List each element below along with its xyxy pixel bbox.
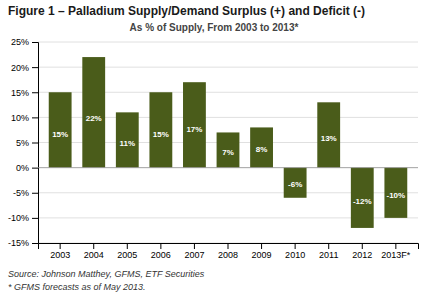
- data-label: 13%: [321, 134, 337, 143]
- x-tick: 2003: [50, 243, 70, 260]
- y-tick: -10%: [8, 213, 38, 223]
- y-tick-label: 25%: [11, 37, 29, 47]
- x-tick-mark: [60, 243, 61, 249]
- y-tick: 10%: [11, 113, 38, 123]
- data-label: 17%: [186, 125, 202, 134]
- data-label: 7%: [222, 148, 234, 157]
- x-tick-label: 2007: [184, 250, 204, 260]
- subtitle: As % of Supply, From 2003 to 2013*: [130, 22, 299, 33]
- y-tick-label: -5%: [13, 188, 29, 198]
- chart: Figure 1 – Palladium Supply/Demand Surpl…: [0, 0, 428, 297]
- y-tick-mark: [32, 193, 38, 194]
- x-tick: 2013F*: [381, 243, 411, 260]
- y-tick-mark: [32, 92, 38, 93]
- x-tick-mark: [328, 243, 329, 249]
- x-tick-label: 2009: [252, 250, 272, 260]
- x-tick-mark: [261, 243, 262, 249]
- x-tick-mark: [93, 243, 94, 249]
- annotation: Source: Johnson Matthey, GFMS, ETF Secur…: [8, 269, 205, 279]
- y-tick-mark: [32, 143, 38, 144]
- data-label: 15%: [52, 130, 68, 139]
- data-label: 22%: [86, 114, 102, 123]
- y-tick: 15%: [11, 88, 38, 98]
- x-tick-label: 2013F*: [381, 250, 411, 260]
- data-label: 15%: [153, 130, 169, 139]
- y-tick-label: 0%: [16, 163, 29, 173]
- x-tick-label: 2004: [84, 250, 104, 260]
- x-tick: 2006: [151, 243, 171, 260]
- x-tick-label: 2011: [319, 250, 338, 260]
- x-tick-mark: [160, 243, 161, 249]
- x-tick-label: 2005: [117, 250, 137, 260]
- y-tick-label: 10%: [11, 113, 29, 123]
- y-tick: 0%: [16, 163, 38, 173]
- bar: [49, 92, 72, 167]
- data-label: -10%: [387, 191, 406, 200]
- bar: [82, 57, 105, 168]
- x-tick-label: 2003: [50, 250, 70, 260]
- annotation: * GFMS forecasts as of May 2013.: [8, 282, 146, 292]
- y-tick-mark: [32, 243, 38, 244]
- x-tick-mark: [295, 243, 296, 249]
- y-tick-label: -10%: [8, 213, 29, 223]
- bar: [317, 102, 340, 167]
- title: Figure 1 – Palladium Supply/Demand Surpl…: [8, 4, 365, 18]
- y-tick-label: -15%: [8, 238, 29, 248]
- y-tick-mark: [32, 218, 38, 219]
- y-tick: 20%: [11, 63, 38, 73]
- y-tick-mark: [32, 117, 38, 118]
- x-tick-mark: [127, 243, 128, 249]
- bar: [250, 127, 273, 167]
- y-tick-mark: [32, 42, 38, 43]
- zero-line: [38, 167, 418, 168]
- data-label: -12%: [353, 197, 372, 206]
- x-tick: 2005: [117, 243, 137, 260]
- x-tick-mark: [194, 243, 195, 249]
- x-tick-mark: [228, 243, 229, 249]
- y-tick-label: 20%: [11, 63, 29, 73]
- x-tick-label: 2012: [352, 250, 372, 260]
- x-tick-mark: [362, 243, 363, 249]
- grid: [38, 42, 418, 243]
- x-tick: 2008: [218, 243, 238, 260]
- data-labels: 15% 22% 11% 15% 17% 7% 8% -6% 13% -12% -10%: [52, 114, 405, 206]
- bar: [149, 92, 172, 167]
- x-tick-mark: [395, 243, 396, 249]
- x-tick: 2010: [285, 243, 305, 260]
- bar: [217, 132, 240, 167]
- y-tick-mark: [32, 168, 38, 169]
- bar: [116, 112, 139, 167]
- y-axis: -15% -10% -5% 0% 5% 10% 15% 20% 25%: [8, 37, 39, 248]
- data-label: 11%: [120, 139, 136, 148]
- data-label: -6%: [288, 180, 302, 189]
- x-tick-label: 2006: [151, 250, 171, 260]
- bars: [49, 57, 408, 228]
- grid-line: [38, 167, 418, 168]
- y-tick-label: 5%: [16, 138, 29, 148]
- x-tick: 2009: [252, 243, 272, 260]
- y-tick-mark: [32, 67, 38, 68]
- data-label: 8%: [256, 145, 268, 154]
- grid-line: [38, 42, 418, 43]
- y-axis-line: [32, 43, 39, 244]
- annotations: Source: Johnson Matthey, GFMS, ETF Secur…: [8, 269, 205, 292]
- y-tick-label: 15%: [11, 88, 29, 98]
- y-tick: 5%: [16, 138, 38, 148]
- x-tick: 2007: [184, 243, 204, 260]
- y-tick: -5%: [13, 188, 38, 198]
- x-tick: 2004: [84, 243, 104, 260]
- bar: [351, 168, 374, 228]
- bar: [284, 168, 307, 198]
- x-tick: 2011: [319, 243, 338, 260]
- x-tick-label: 2008: [218, 250, 238, 260]
- x-axis-line: [39, 244, 419, 250]
- bar: [384, 168, 407, 218]
- x-tick-label: 2010: [285, 250, 305, 260]
- x-axis: 2003 2004 2005 2006 2007 2008 2009 2010 2011 2012…: [39, 243, 419, 260]
- bar: [183, 82, 206, 167]
- y-tick: -15%: [8, 238, 38, 248]
- y-tick: 25%: [11, 37, 38, 47]
- x-tick: 2012: [352, 243, 372, 260]
